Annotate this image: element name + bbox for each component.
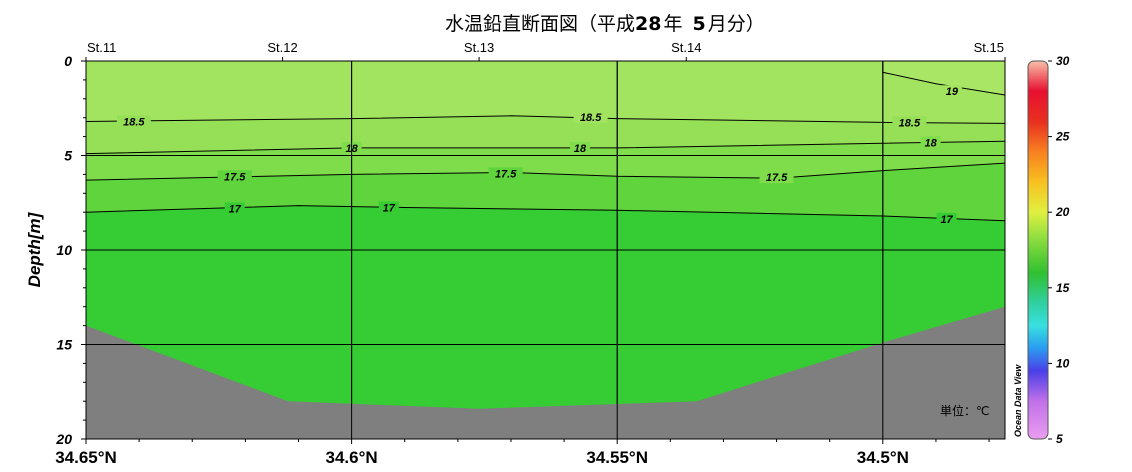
x-tick-label: 34.5°N bbox=[857, 448, 909, 467]
colorbar-tick-label: 30 bbox=[1056, 54, 1070, 68]
seafloor bbox=[86, 306, 1005, 439]
contour-label-bg bbox=[378, 201, 399, 214]
colorbar-tick-label: 5 bbox=[1056, 432, 1063, 446]
y-tick-label: 0 bbox=[64, 53, 72, 69]
colorbar-tick-label: 20 bbox=[1055, 205, 1070, 219]
contour-label-17: 17 bbox=[940, 214, 953, 226]
station-label-St.12: St.12 bbox=[267, 40, 297, 55]
title-suffix: 月分） bbox=[708, 13, 765, 35]
contour-label-bg bbox=[892, 116, 927, 129]
contour-label-bg bbox=[116, 115, 151, 128]
contour-label-bg bbox=[570, 141, 591, 154]
contour-label-18.5: 18.5 bbox=[123, 116, 145, 128]
colorbar-tick-label: 25 bbox=[1055, 130, 1070, 144]
chart-title: 水温鉛直断面図（平成28 年 5 月分） bbox=[445, 13, 765, 35]
title-year: 28 bbox=[635, 13, 661, 35]
contour-label-bg bbox=[936, 212, 957, 225]
colorbar-tick-label: 15 bbox=[1056, 281, 1070, 295]
isotherm-17 bbox=[86, 205, 1005, 222]
colorbar-scale bbox=[1027, 60, 1049, 440]
x-tick-label: 34.6°N bbox=[326, 448, 378, 467]
colorbar: 5 10 15 20 25 30 bbox=[1027, 54, 1070, 446]
band-above-19 bbox=[882, 61, 1005, 95]
contour-label-bg bbox=[224, 202, 245, 215]
station-label-St.13: St.13 bbox=[464, 40, 494, 55]
x-tick-label: 34.65°N bbox=[55, 448, 117, 467]
contour-label-19: 19 bbox=[946, 86, 959, 98]
title-prefix: 水温鉛直断面図（平成 bbox=[445, 13, 635, 35]
contour-label-18.5: 18.5 bbox=[580, 112, 602, 124]
contour-label-17.5: 17.5 bbox=[766, 172, 788, 184]
contour-label-bg bbox=[759, 171, 794, 184]
contour-label-bg bbox=[573, 110, 608, 123]
title-backdrop bbox=[437, 6, 837, 38]
unit-label: 単位：℃ bbox=[940, 403, 989, 418]
y-tick-label: 5 bbox=[64, 148, 72, 164]
contour-label-17: 17 bbox=[229, 203, 242, 215]
contour-label-17.5: 17.5 bbox=[224, 171, 246, 183]
colorbar-tick-label: 10 bbox=[1056, 356, 1070, 370]
y-tick-label: 15 bbox=[56, 337, 72, 353]
contour-label-bg bbox=[941, 85, 962, 98]
contour-label-18: 18 bbox=[574, 143, 587, 155]
contour-label-bg bbox=[217, 170, 252, 183]
contour-label-bg bbox=[920, 136, 941, 149]
contour-label-18: 18 bbox=[925, 137, 938, 149]
y-tick-label: 20 bbox=[55, 431, 72, 447]
band-above-18.5 bbox=[86, 61, 1005, 124]
title-month: 5 bbox=[692, 13, 705, 35]
x-tick-label: 34.55°N bbox=[586, 448, 648, 467]
y-axis-label: Depth[m] bbox=[25, 211, 44, 287]
station-label-St.15: St.15 bbox=[974, 40, 1004, 55]
station-label-St.14: St.14 bbox=[671, 40, 701, 55]
contour-label-17: 17 bbox=[383, 202, 396, 214]
y-tick-label: 10 bbox=[56, 242, 72, 258]
station-label-St.11: St.11 bbox=[87, 40, 116, 55]
contour-label-18.5: 18.5 bbox=[899, 117, 921, 129]
contour-label-17.5: 17.5 bbox=[495, 168, 517, 180]
odv-watermark: Ocean Data View bbox=[1013, 364, 1023, 437]
plot-overlay: St.11 St.12 St.13 St.14 St.15 0 5 10 15 2034.65°N… bbox=[55, 40, 1006, 467]
title-mid: 年 bbox=[663, 13, 682, 35]
contour-label-bg bbox=[488, 167, 523, 180]
